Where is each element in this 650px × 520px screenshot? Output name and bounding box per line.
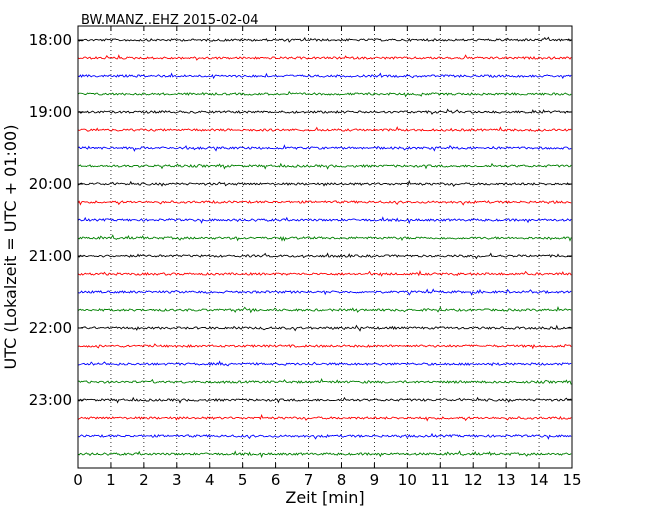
x-tick-label: 2 xyxy=(139,471,149,489)
x-tick-label: 1 xyxy=(106,471,116,489)
x-tick-label: 11 xyxy=(431,471,450,489)
trace-2045 xyxy=(77,234,572,242)
x-axis-ticks: 0 1 2 3 4 5 6 7 8 9 10 11 12 13 14 15 xyxy=(73,26,582,489)
x-tick-label: 4 xyxy=(205,471,215,489)
x-tick-label: 13 xyxy=(497,471,516,489)
seismic-traces xyxy=(77,36,572,459)
x-tick-label: 6 xyxy=(271,471,281,489)
trace-2015 xyxy=(77,199,572,206)
y-tick-label: 18:00 xyxy=(29,31,72,49)
y-tick-label: 23:00 xyxy=(29,391,72,409)
x-tick-label: 0 xyxy=(73,471,83,489)
x-tick-label: 14 xyxy=(530,471,549,489)
x-tick-label: 15 xyxy=(562,471,581,489)
trace-2130 xyxy=(77,288,572,296)
trace-1845 xyxy=(77,90,572,98)
y-tick-label: 19:00 xyxy=(29,103,72,121)
y-tick-label: 22:00 xyxy=(29,319,72,337)
trace-1830 xyxy=(77,72,572,80)
trace-1800 xyxy=(77,36,572,43)
trace-2230 xyxy=(77,360,572,367)
trace-2000 xyxy=(77,179,572,187)
trace-2030 xyxy=(77,216,572,225)
trace-2245 xyxy=(77,378,572,385)
plot-frame xyxy=(77,25,573,469)
trace-1915 xyxy=(77,126,572,132)
trace-1815 xyxy=(77,54,572,61)
trace-1930 xyxy=(77,144,572,152)
trace-2330 xyxy=(77,432,572,440)
x-tick-label: 12 xyxy=(464,471,483,489)
x-tick-label: 9 xyxy=(370,471,380,489)
trace-2215 xyxy=(77,343,572,350)
x-tick-label: 10 xyxy=(398,471,417,489)
y-tick-label: 20:00 xyxy=(29,175,72,193)
trace-2315 xyxy=(77,413,572,422)
trace-2345 xyxy=(77,450,572,459)
trace-2145 xyxy=(77,306,572,314)
x-tick-label: 5 xyxy=(238,471,248,489)
x-axis-label: Zeit [min] xyxy=(285,488,364,507)
trace-2115 xyxy=(77,270,572,277)
trace-1945 xyxy=(77,162,572,170)
chart-title: BW.MANZ..EHZ 2015-02-04 xyxy=(81,13,259,28)
y-axis-ticks: 18:00 19:00 20:00 21:00 22:00 23:00 xyxy=(29,31,572,409)
x-tick-label: 7 xyxy=(304,471,314,489)
x-tick-label: 3 xyxy=(172,471,182,489)
x-tick-label: 8 xyxy=(337,471,347,489)
trace-2100 xyxy=(77,252,572,260)
trace-1900 xyxy=(77,108,572,115)
y-tick-label: 21:00 xyxy=(29,247,72,265)
grid-lines xyxy=(110,26,540,468)
trace-2300 xyxy=(77,396,572,404)
y-axis-label: UTC (Lokalzeit = UTC + 01:00) xyxy=(1,125,20,370)
trace-2200 xyxy=(77,324,572,332)
